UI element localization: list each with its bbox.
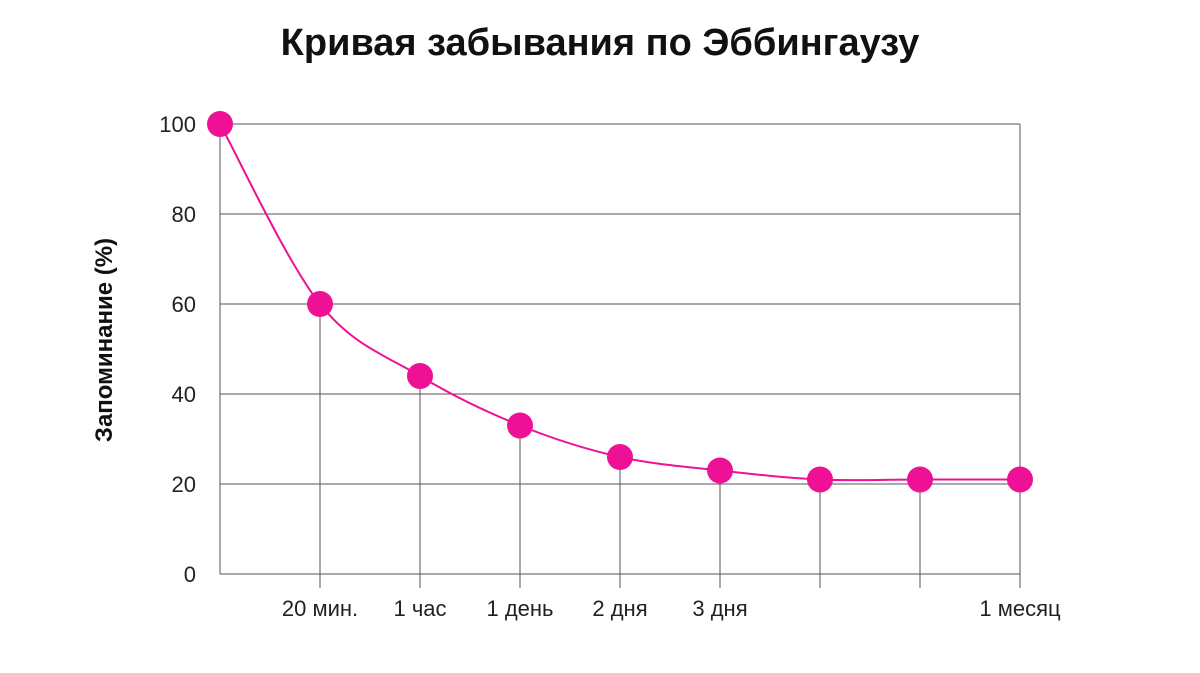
drop-lines: [319, 304, 921, 574]
series-line-group: [219, 123, 1020, 482]
y-tick-label: 80: [172, 202, 196, 227]
x-tick-label: 1 месяц: [979, 596, 1061, 621]
x-tick-label: 1 день: [486, 596, 553, 621]
series-line: [219, 123, 1020, 482]
data-point: [607, 444, 633, 470]
data-point: [707, 457, 733, 484]
data-point: [907, 466, 933, 493]
data-point: [207, 111, 233, 137]
y-tick-labels: 0 20 40 60 80 100: [159, 112, 196, 587]
y-tick-label: 40: [172, 382, 196, 407]
data-point: [1007, 466, 1033, 493]
y-axis-title: Запоминание (%): [91, 238, 118, 442]
x-tick-label: 2 дня: [592, 596, 647, 621]
data-point: [307, 291, 333, 317]
grid: [220, 123, 1020, 485]
x-tick-label: 3 дня: [692, 596, 747, 621]
y-tick-label: 0: [184, 562, 196, 587]
x-tick-labels: 20 мин. 1 час 1 день 2 дня 3 дня 1 месяц: [282, 596, 1061, 621]
x-tick-label: 20 мин.: [282, 596, 358, 621]
data-point: [807, 466, 833, 493]
axes: [219, 124, 1021, 588]
y-tick-label: 60: [172, 292, 196, 317]
y-tick-label: 100: [159, 112, 196, 137]
data-point: [507, 412, 533, 439]
x-tick-label: 1 час: [393, 596, 446, 621]
chart-title: Кривая забывания по Эббингаузу: [280, 22, 920, 64]
data-point: [407, 363, 433, 389]
y-tick-label: 20: [172, 472, 196, 497]
data-points: [207, 111, 1033, 493]
